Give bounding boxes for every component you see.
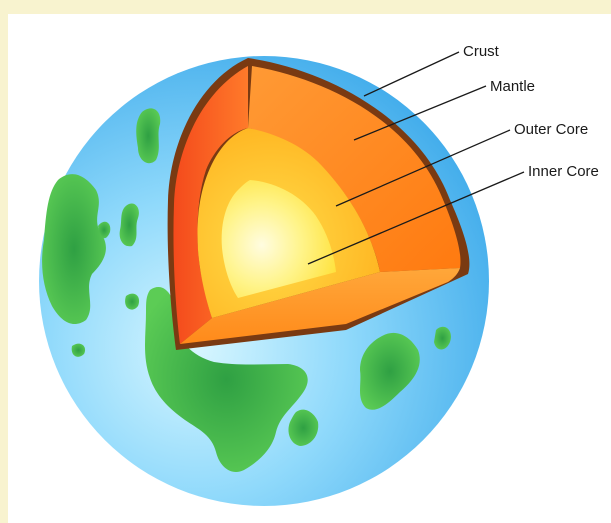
continent-left-small: [98, 221, 111, 239]
island-right: [434, 326, 451, 350]
leader-line-inner-core: [307, 171, 525, 265]
continent-top-left: [136, 108, 161, 164]
leader-line-outer-core: [335, 129, 511, 207]
island-left: [71, 343, 86, 357]
label-crust: Crust: [463, 43, 500, 60]
island-bottom: [288, 409, 319, 446]
island-mid: [125, 293, 140, 310]
continent-center-south: [145, 286, 308, 472]
leader-lines: [307, 51, 525, 265]
mantle-layer-top: [248, 66, 461, 272]
leader-line-crust: [363, 51, 460, 97]
label-mantle: Mantle: [490, 78, 535, 95]
label-outer-core: Outer Core: [514, 121, 588, 138]
continent-left: [42, 174, 106, 325]
leader-line-mantle: [353, 85, 487, 141]
inner-core-layer: [221, 180, 336, 298]
mantle-layer-bottom: [180, 268, 460, 344]
continents: [42, 108, 451, 472]
label-inner-core: Inner Core: [528, 163, 599, 180]
continent-mid-patch: [119, 203, 139, 247]
continent-right: [360, 332, 420, 410]
mantle-layer-left: [173, 66, 248, 344]
